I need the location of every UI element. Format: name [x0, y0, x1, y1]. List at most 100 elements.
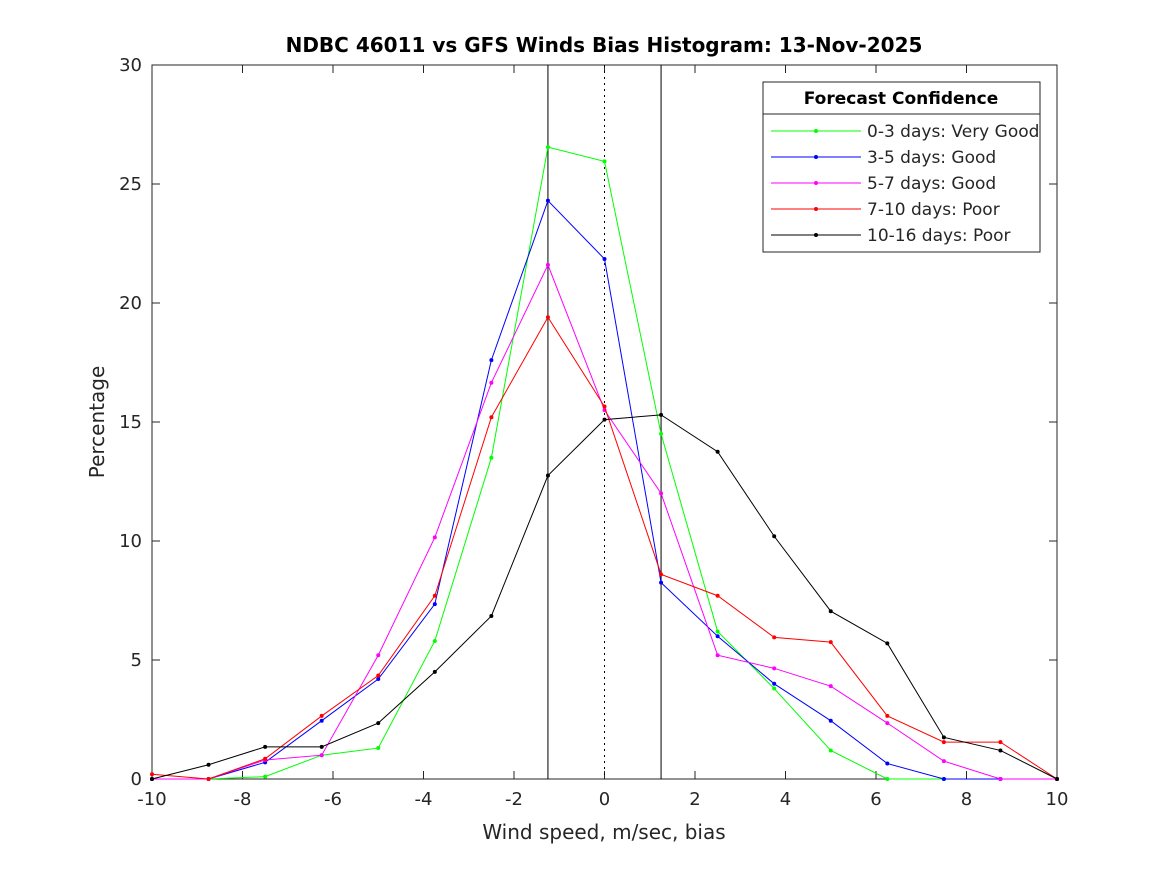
y-tick-label: 30 [119, 55, 142, 76]
data-point [885, 713, 890, 718]
x-tick-label: 10 [1046, 789, 1069, 810]
legend-item: 10-16 days: Poor [771, 226, 1011, 246]
data-point [828, 640, 833, 645]
data-point [489, 455, 494, 460]
y-axis-label: Percentage [85, 366, 109, 479]
data-point [715, 629, 720, 634]
x-axis-label: Wind speed, m/sec, bias [482, 820, 725, 844]
legend-item: 0-3 days: Very Good [771, 122, 1039, 142]
data-point [828, 684, 833, 689]
data-point [545, 473, 550, 478]
data-point [489, 613, 494, 618]
legend-label: 7-10 days: Poor [867, 200, 1000, 220]
legend-swatch-marker [814, 233, 818, 237]
data-point [376, 746, 381, 751]
y-tick-label: 20 [119, 293, 142, 314]
data-point [715, 449, 720, 454]
data-point [206, 777, 211, 781]
data-point [602, 256, 607, 261]
data-point [941, 735, 946, 740]
data-point [772, 635, 777, 640]
data-point [885, 641, 890, 646]
data-point [659, 412, 664, 417]
x-tick-label: -6 [324, 789, 342, 810]
data-point [545, 262, 550, 267]
data-point [659, 431, 664, 436]
data-point [319, 753, 324, 758]
data-point [772, 681, 777, 686]
data-point [376, 653, 381, 658]
legend: Forecast Confidence 0-3 days: Very Good 3… [762, 81, 1041, 253]
data-point [715, 634, 720, 639]
data-point [998, 777, 1003, 781]
data-point [545, 198, 550, 203]
x-tick-label: 8 [961, 789, 972, 810]
data-point [432, 535, 437, 540]
data-point [489, 358, 494, 363]
data-point [376, 673, 381, 678]
legend-item: 5-7 days: Good [771, 174, 996, 194]
series-3 [150, 315, 1059, 781]
legend-title: Forecast Confidence [804, 89, 999, 109]
data-point [545, 145, 550, 150]
legend-swatch-marker [814, 181, 818, 185]
x-tick-label: -10 [137, 789, 166, 810]
data-point [602, 159, 607, 164]
legend-swatch-marker [814, 129, 818, 133]
data-point [263, 774, 268, 779]
data-point [263, 744, 268, 749]
y-tick-label: 25 [119, 174, 142, 195]
data-point [432, 602, 437, 607]
x-tick-label: -2 [505, 789, 523, 810]
x-tick-label: 2 [689, 789, 700, 810]
data-point [941, 777, 946, 781]
data-point [828, 609, 833, 614]
data-point [150, 777, 154, 781]
data-point [489, 415, 494, 420]
y-tick-label: 0 [131, 769, 142, 790]
data-point [885, 761, 890, 766]
data-point [206, 762, 211, 767]
data-point [376, 677, 381, 682]
legend-swatch-marker [814, 155, 818, 159]
data-point [885, 777, 890, 781]
legend-item: 7-10 days: Poor [771, 200, 1000, 220]
legend-item: 3-5 days: Good [771, 148, 996, 168]
data-point [1055, 777, 1059, 781]
legend-label: 0-3 days: Very Good [867, 122, 1039, 142]
data-point [772, 666, 777, 671]
y-tick-label: 15 [119, 412, 142, 433]
y-tick-label: 5 [131, 650, 142, 671]
data-point [432, 638, 437, 643]
data-point [489, 380, 494, 385]
x-tick-label: 0 [599, 789, 610, 810]
data-point [885, 721, 890, 726]
data-point [659, 572, 664, 577]
legend-label: 5-7 days: Good [867, 174, 996, 194]
data-point [319, 713, 324, 718]
x-tick-label: -4 [415, 789, 433, 810]
data-point [659, 580, 664, 585]
x-tick-label: 6 [870, 789, 881, 810]
legend-label: 10-16 days: Poor [867, 226, 1011, 246]
data-point [545, 315, 550, 320]
data-point [602, 404, 607, 409]
data-point [941, 740, 946, 745]
data-point [828, 748, 833, 753]
data-point [602, 417, 607, 422]
data-point [659, 491, 664, 496]
data-point [998, 748, 1003, 753]
legend-label: 3-5 days: Good [867, 148, 996, 168]
chart-title: NDBC 46011 vs GFS Winds Bias Histogram: … [286, 33, 923, 57]
data-point [828, 718, 833, 723]
data-point [715, 593, 720, 598]
data-point [263, 756, 268, 761]
data-point [772, 686, 777, 691]
legend-swatch-marker [814, 207, 818, 211]
data-point [376, 721, 381, 726]
data-point [319, 718, 324, 723]
series-4 [150, 412, 1059, 781]
data-point [150, 772, 154, 777]
y-tick-label: 10 [119, 531, 142, 552]
